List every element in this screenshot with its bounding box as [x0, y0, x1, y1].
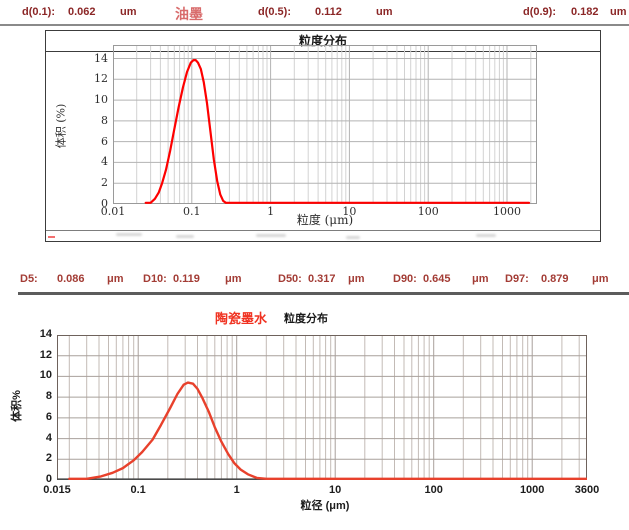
- ceramic-chart-title: 粒度分布: [284, 313, 328, 325]
- stat-unit: um: [120, 6, 137, 18]
- x-tick-label: 100: [417, 205, 439, 218]
- y-tick-label: 14: [39, 328, 52, 340]
- stat-label: D97:: [505, 273, 529, 285]
- x-tick-label: 10: [329, 484, 342, 496]
- y-tick-label: 6: [45, 410, 52, 423]
- y-tick-label: 10: [94, 93, 108, 107]
- stat-unit: um: [376, 6, 393, 18]
- ink-distribution-plot: [113, 45, 537, 204]
- scan-artifact: [176, 235, 194, 238]
- stat-unit: μm: [348, 273, 365, 285]
- stat-value: 0.879: [541, 273, 569, 285]
- ink-chart-footer-line: [46, 230, 600, 231]
- ceramic-distribution-plot: [57, 335, 587, 480]
- stat-unit: μm: [107, 273, 124, 285]
- stat-value: 0.112: [315, 6, 342, 18]
- stat-label: D50:: [278, 273, 302, 285]
- stat-value: 0.182: [571, 6, 599, 18]
- y-tick-label: 8: [101, 113, 108, 127]
- x-tick-label: 10: [342, 205, 357, 218]
- stat-label: D10:: [143, 273, 167, 285]
- ink-title: 油墨: [175, 6, 203, 22]
- x-tick-label: 0.1: [130, 484, 146, 496]
- x-tick-label: 1000: [519, 484, 545, 496]
- stat-unit: um: [610, 6, 627, 18]
- ceramic-ink-title: 陶瓷墨水: [215, 311, 268, 326]
- y-tick-label: 0: [101, 197, 108, 210]
- x-tick-label: 1: [267, 205, 275, 218]
- x-tick-label: 0.015: [43, 484, 71, 496]
- ink-chart-frame: 粒度分布: [45, 30, 601, 242]
- stat-label: D5:: [20, 273, 38, 285]
- y-tick-label: 2: [45, 452, 52, 465]
- y-tick-label: 10: [39, 369, 52, 382]
- ceramic-x-axis-title: 粒径 (μm): [300, 500, 350, 512]
- stat-label: d(0.1):: [22, 6, 55, 18]
- stat-value: 0.119: [173, 273, 200, 285]
- y-tick-label: 8: [45, 390, 52, 403]
- scan-artifact: [476, 234, 496, 237]
- ink-chart-title: 粒度分布: [46, 31, 600, 52]
- stat-value: 0.062: [68, 6, 96, 18]
- y-tick-label: 2: [101, 176, 108, 190]
- y-tick-label: 4: [45, 431, 52, 444]
- stat-value: 0.645: [423, 273, 451, 285]
- stat-label: d(0.9):: [523, 6, 556, 18]
- scan-artifact: [116, 233, 142, 236]
- y-tick-label: 14: [94, 51, 108, 65]
- x-tick-label: 1000: [493, 205, 522, 218]
- header-divider-line: [0, 24, 629, 26]
- stat-value: 0.086: [57, 273, 85, 285]
- y-tick-label: 12: [94, 72, 108, 86]
- scan-artifact: [346, 236, 360, 239]
- stats-divider-line: [18, 292, 629, 295]
- y-tick-label: 6: [101, 134, 108, 148]
- x-tick-label: 0.1: [183, 205, 201, 218]
- stat-label: D90:: [393, 273, 417, 285]
- stat-value: 0.317: [308, 273, 336, 285]
- scan-artifact: [256, 234, 286, 237]
- ink-x-axis-title: 粒度 (μm): [296, 213, 354, 227]
- stat-unit: μm: [592, 273, 609, 285]
- stat-label: d(0.5):: [258, 6, 291, 18]
- x-tick-label: 0.01: [100, 205, 126, 218]
- y-tick-label: 0: [45, 473, 52, 485]
- stat-unit: μm: [472, 273, 489, 285]
- y-tick-label: 4: [101, 155, 108, 169]
- stat-unit: μm: [225, 273, 242, 285]
- y-tick-label: 12: [39, 348, 52, 361]
- x-tick-label: 100: [424, 484, 443, 496]
- scan-artifact-red: [48, 236, 55, 238]
- x-tick-label: 1: [233, 484, 240, 496]
- x-tick-label: 3600: [574, 484, 600, 496]
